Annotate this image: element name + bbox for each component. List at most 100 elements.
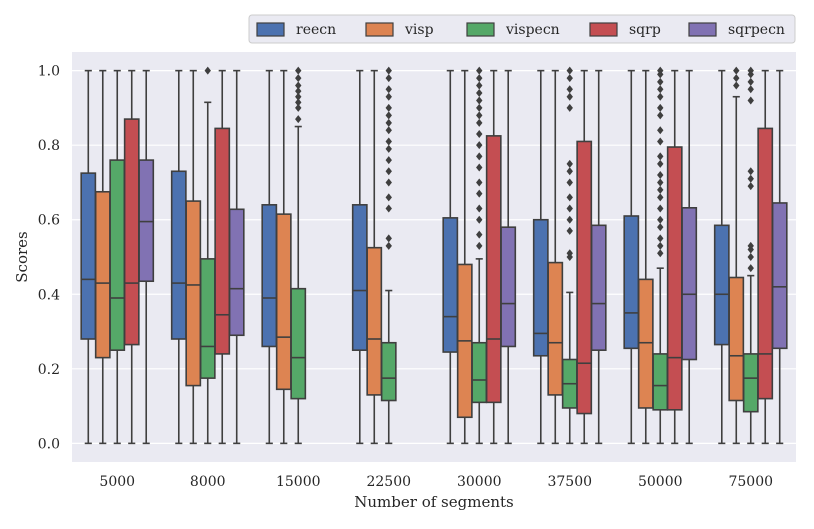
outlier-point [657, 241, 664, 250]
x-tick-label: 15000 [276, 474, 321, 490]
outlier-point [476, 230, 483, 239]
x-tick-label: 30000 [457, 474, 502, 490]
outlier-point [295, 92, 302, 101]
outlier-point [733, 81, 740, 90]
outlier-point [657, 234, 664, 243]
iqr-box [728, 276, 745, 402]
outlier-point [295, 74, 302, 83]
outlier-point [657, 152, 664, 161]
iqr-box [485, 135, 502, 404]
outlier-point [747, 253, 754, 261]
outlier-point [657, 126, 664, 135]
outlier-point [566, 167, 573, 176]
outlier-point [295, 103, 302, 112]
outlier-point [385, 74, 392, 83]
iqr-box [532, 218, 549, 357]
outlier-point [385, 204, 392, 213]
outlier-point [747, 96, 754, 105]
outlier-point [566, 85, 573, 94]
outlier-point [385, 156, 392, 165]
legend-swatch-visp [365, 22, 394, 37]
legend-label-vispecn: vispecn [505, 22, 560, 38]
outlier-point [566, 249, 573, 258]
outlier-point [566, 215, 573, 224]
outlier-point [476, 66, 483, 75]
y-axis-title: Scores [13, 231, 31, 282]
outlier-point [566, 159, 573, 168]
series-vispecn [109, 66, 759, 445]
legend-label-visp: visp [404, 22, 434, 38]
box-sqrpecn-8000 [228, 69, 245, 445]
outlier-point [385, 103, 392, 112]
outlier-point [476, 96, 483, 105]
iqr-box [123, 118, 140, 346]
outlier-point [657, 103, 664, 112]
y-tick-label: 1.0 [38, 64, 60, 80]
outlier-point [657, 171, 664, 179]
outlier-point [385, 178, 392, 187]
outlier-point [476, 204, 483, 213]
iqr-box [290, 287, 307, 400]
legend: reecn visp vispecn sqrp sqrpecn [248, 14, 796, 44]
box-vispecn-37500 [561, 66, 578, 445]
iqr-box [500, 226, 517, 348]
iqr-box [170, 170, 187, 340]
outlier-point [657, 66, 664, 75]
box-groups [80, 66, 788, 445]
box-reecn-37500 [532, 69, 549, 445]
iqr-box [366, 246, 383, 396]
y-tick-label: 0.0 [38, 436, 60, 452]
outlier-point [204, 66, 211, 75]
outlier-point [657, 137, 664, 146]
iqr-box [771, 202, 788, 350]
iqr-box [228, 208, 245, 337]
outlier-point [566, 204, 573, 213]
outlier-point [657, 178, 664, 187]
outlier-point [733, 66, 740, 75]
outlier-point [747, 264, 754, 273]
outlier-point [657, 77, 664, 86]
box-visp-22500 [366, 69, 383, 445]
outlier-point [476, 152, 483, 161]
outlier-point [566, 103, 573, 112]
outlier-point [747, 66, 754, 75]
box-visp-30000 [456, 69, 473, 445]
x-axis-title: Number of segments [354, 493, 513, 511]
iqr-box [681, 207, 698, 361]
legend-swatch-reecn [256, 22, 285, 37]
outlier-point [476, 74, 483, 83]
outlier-point [476, 189, 483, 198]
outlier-point [657, 204, 664, 213]
y-axis: 0.0 0.2 0.4 0.6 0.8 1.0 [38, 64, 60, 453]
box-sqrpecn-50000 [681, 69, 698, 445]
iqr-box [547, 261, 564, 396]
box-reecn-15000 [261, 69, 278, 445]
outlier-point [747, 77, 754, 86]
box-visp-37500 [547, 69, 564, 445]
iqr-box [623, 215, 640, 350]
y-tick-label: 0.4 [38, 287, 60, 303]
box-sqrp-75000 [757, 69, 774, 445]
outlier-point [657, 85, 664, 94]
y-tick-label: 0.8 [38, 138, 60, 154]
x-tick-label: 22500 [366, 474, 411, 490]
outlier-point [385, 111, 392, 120]
outlier-point [476, 215, 483, 224]
outlier-point [657, 249, 664, 258]
outlier-point [476, 178, 483, 187]
outlier-point [566, 74, 573, 83]
outlier-point [747, 182, 754, 191]
outlier-point [566, 226, 573, 235]
outlier-point [295, 66, 302, 75]
outlier-point [476, 141, 483, 150]
box-sqrpecn-37500 [590, 69, 607, 445]
iqr-box [214, 127, 231, 355]
outlier-point [657, 159, 664, 168]
x-tick-label: 50000 [638, 474, 683, 490]
x-tick-label: 75000 [728, 474, 773, 490]
outlier-point [476, 118, 483, 127]
x-tick-label: 5000 [99, 474, 135, 490]
box-reecn-30000 [442, 69, 459, 445]
legend-label-sqrpecn: sqrpecn [728, 22, 785, 38]
iqr-box [742, 353, 759, 413]
